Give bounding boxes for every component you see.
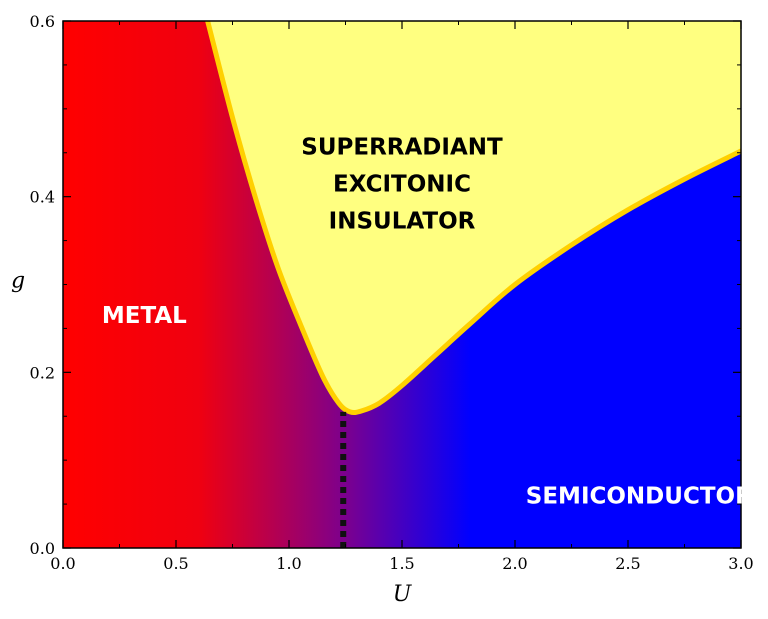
y-tick-label: 0.0: [30, 539, 55, 558]
phase-boundary-line: [205, 21, 741, 416]
region-label-semiconductor: SEMICONDUCTOR: [526, 483, 753, 509]
region-label-superradiant-excitonic-insulator: INSULATOR: [329, 208, 476, 234]
superradiant-region: [207, 21, 741, 413]
plot-area: [63, 21, 741, 548]
region-label-metal: METAL: [102, 303, 187, 329]
y-tick-label: 0.2: [30, 363, 55, 382]
y-tick-label: 0.6: [30, 12, 55, 31]
region-label-superradiant-excitonic-insulator: EXCITONIC: [333, 171, 471, 197]
x-tick-label: 2.5: [615, 554, 640, 573]
x-tick-label: 1.0: [276, 554, 301, 573]
x-tick-label: 3.0: [728, 554, 753, 573]
y-tick-label: 0.4: [30, 188, 55, 207]
x-tick-label: 1.5: [389, 554, 414, 573]
axes: 0.0 0.5 1.0 1.5 2.0 2.5 3.0 0.0 0.2 0.4 0.6 Ug: [11, 12, 754, 607]
region-labels: METAL SUPERRADIANT EXCITONIC INSULATOR SEMIC…: [102, 134, 753, 509]
x-tick-label: 2.0: [502, 554, 527, 573]
x-tick-label: 0.0: [50, 554, 75, 573]
region-label-superradiant-excitonic-insulator: SUPERRADIANT: [301, 134, 503, 160]
x-tick-label: 0.5: [163, 554, 188, 573]
x-axis-label: U: [393, 582, 413, 607]
y-axis-label: g: [11, 269, 25, 294]
